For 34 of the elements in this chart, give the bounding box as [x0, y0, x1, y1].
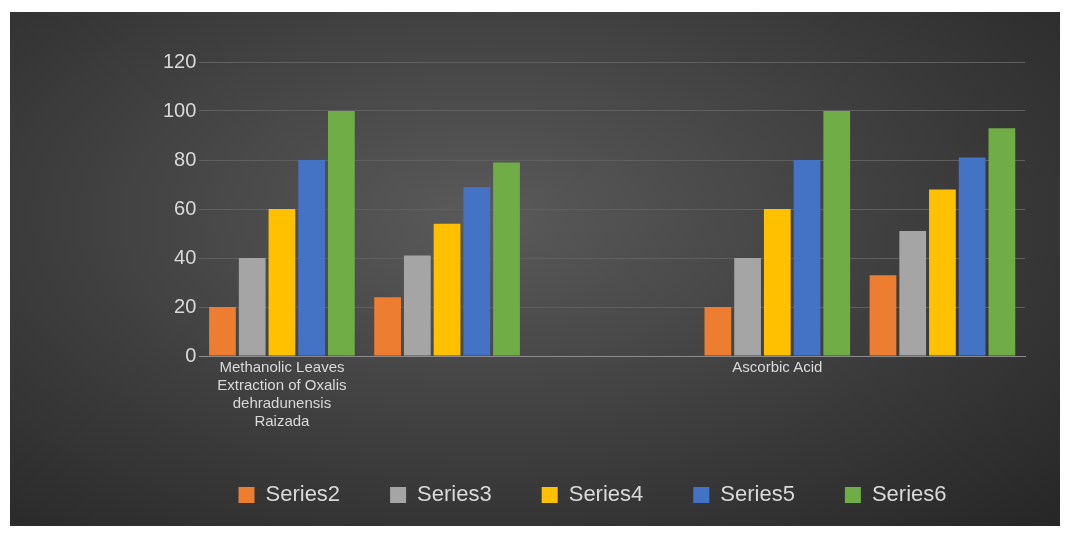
x-tick-label: Ascorbic Acid [732, 358, 823, 376]
bar [433, 223, 461, 356]
bar [209, 307, 236, 356]
bar [793, 160, 821, 356]
bar [328, 111, 355, 356]
bar [463, 186, 491, 356]
legend-label: Series6 [871, 481, 947, 507]
y-tick-label: 80 [174, 147, 197, 170]
bar [899, 231, 927, 356]
bar [929, 189, 956, 356]
y-tick-label: 0 [185, 343, 197, 366]
bar [374, 297, 401, 356]
bar [734, 258, 761, 356]
bar [268, 209, 296, 356]
y-tick-label: 120 [162, 49, 197, 72]
bar [238, 258, 266, 356]
y-tick-label: 100 [162, 98, 197, 121]
bar [704, 307, 732, 356]
bar [763, 209, 791, 356]
legend-label: Series5 [720, 481, 795, 507]
legend-label: Series3 [417, 481, 492, 507]
legend-label: Series4 [568, 481, 644, 507]
bar [988, 128, 1016, 356]
y-tick-label: 60 [174, 196, 197, 219]
bar [493, 162, 520, 356]
bar [958, 157, 986, 356]
bar [823, 111, 851, 356]
y-tick-label: 20 [174, 294, 197, 317]
legend-label: Series2 [265, 481, 341, 507]
y-tick-label: 40 [174, 245, 197, 268]
bar [403, 255, 431, 356]
x-tick-label: Methanolic Leaves Extraction of Oxalis dehradunensis Raizada [217, 358, 347, 430]
bar [869, 275, 897, 356]
bar [298, 160, 326, 356]
